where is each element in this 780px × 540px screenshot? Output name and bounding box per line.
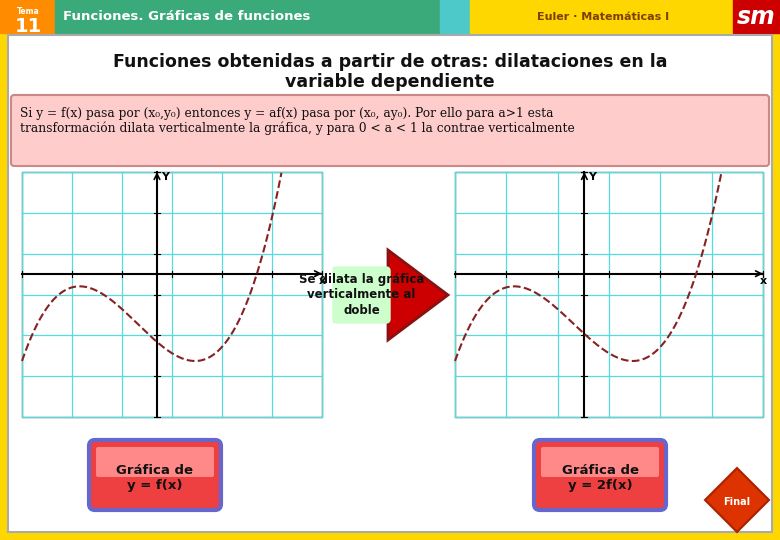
Bar xyxy=(733,0,780,33)
Text: 11: 11 xyxy=(14,17,41,36)
Text: Funciones obtenidas a partir de otras: dilataciones en la
variable dependiente: Funciones obtenidas a partir de otras: d… xyxy=(113,52,667,91)
Text: sm: sm xyxy=(736,4,775,29)
Bar xyxy=(470,0,733,33)
FancyBboxPatch shape xyxy=(534,440,666,510)
Bar xyxy=(455,172,763,417)
Text: x: x xyxy=(760,276,767,286)
FancyBboxPatch shape xyxy=(11,95,769,166)
Text: Se dilata la gráfica
verticalmente al
doble: Se dilata la gráfica verticalmente al do… xyxy=(299,273,424,316)
Polygon shape xyxy=(335,250,448,340)
FancyBboxPatch shape xyxy=(89,440,221,510)
Bar xyxy=(0,0,55,33)
Text: Euler · Matemáticas I: Euler · Matemáticas I xyxy=(537,11,669,22)
FancyBboxPatch shape xyxy=(96,447,214,477)
Polygon shape xyxy=(705,468,769,532)
Bar xyxy=(55,0,440,33)
FancyBboxPatch shape xyxy=(541,447,659,477)
Text: Funciones. Gráficas de funciones: Funciones. Gráficas de funciones xyxy=(63,10,310,23)
Text: Gráfica de
y = 2f(x): Gráfica de y = 2f(x) xyxy=(562,464,639,492)
Text: Si y = f(x) pasa por (x₀,y₀) entonces y = af(x) pasa por (x₀, ay₀). Por ello par: Si y = f(x) pasa por (x₀,y₀) entonces y … xyxy=(20,107,575,136)
Text: Gráfica de
y = f(x): Gráfica de y = f(x) xyxy=(116,464,193,492)
Bar xyxy=(22,172,322,417)
FancyBboxPatch shape xyxy=(333,267,390,323)
Text: Y: Y xyxy=(588,172,597,182)
Text: Tema: Tema xyxy=(16,7,39,16)
Text: Y: Y xyxy=(161,172,169,182)
Text: Final: Final xyxy=(723,497,750,507)
Bar xyxy=(440,0,470,33)
Text: x: x xyxy=(319,276,326,286)
